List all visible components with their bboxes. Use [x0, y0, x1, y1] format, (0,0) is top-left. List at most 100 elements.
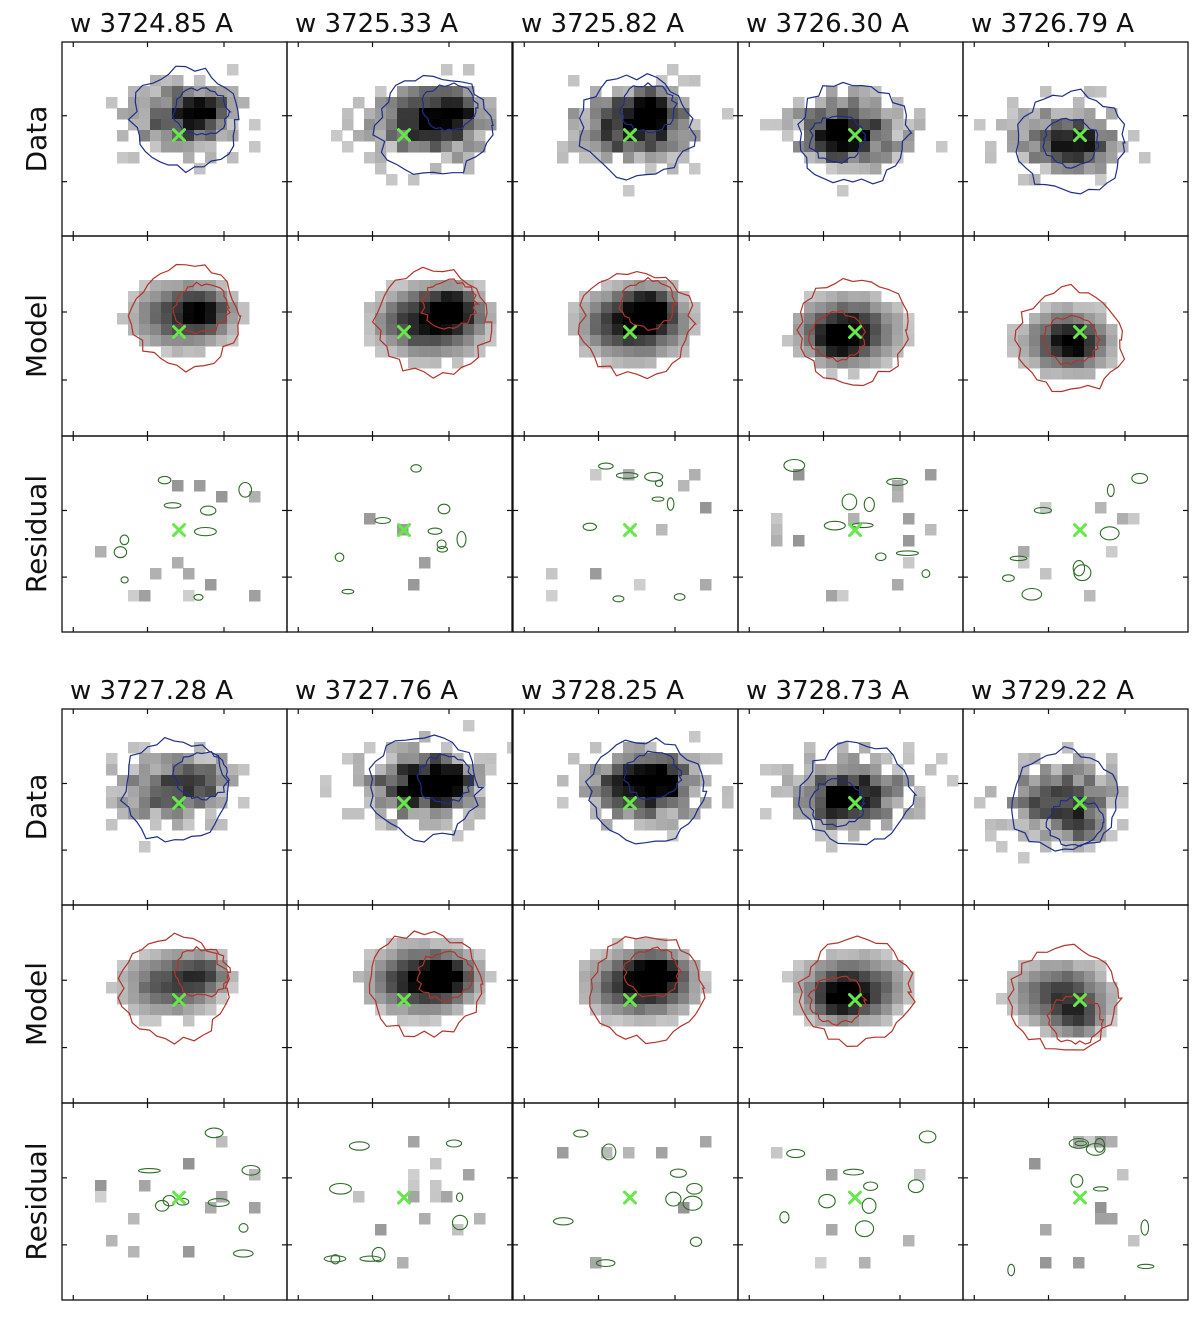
pixel — [150, 775, 162, 787]
pixel — [1018, 775, 1030, 787]
pixel — [1084, 753, 1096, 765]
pixel — [1084, 819, 1096, 831]
pixel — [804, 324, 816, 336]
pixel — [227, 335, 239, 347]
pixel — [870, 141, 882, 153]
pixel — [667, 324, 679, 336]
pixel — [1018, 141, 1030, 153]
pixel — [689, 313, 701, 325]
pixel — [430, 346, 442, 358]
pixel — [947, 775, 959, 787]
pixel — [1062, 119, 1074, 131]
pixel — [623, 97, 635, 109]
pixel — [161, 960, 173, 972]
pixel — [579, 313, 591, 325]
pixel — [452, 830, 464, 842]
center-marker — [848, 1190, 862, 1205]
pixel — [892, 130, 904, 142]
data-contour-inner — [618, 82, 678, 134]
pixel — [568, 119, 580, 131]
pixel — [859, 775, 871, 787]
pixel — [1095, 982, 1107, 994]
pixel — [408, 97, 420, 109]
pixel — [848, 313, 860, 325]
pixel — [172, 786, 184, 798]
pixel — [227, 119, 239, 131]
pixel — [419, 557, 431, 569]
pixel — [1051, 313, 1063, 325]
pixel — [612, 291, 624, 303]
residual-contour — [612, 595, 625, 603]
pixel — [139, 119, 151, 131]
pixel — [139, 313, 151, 325]
pixel — [441, 86, 453, 98]
pixel — [1095, 775, 1107, 787]
pixel — [1040, 313, 1052, 325]
pixel — [656, 786, 668, 798]
pixel — [1128, 513, 1140, 525]
pixel — [463, 346, 475, 358]
pixel — [216, 280, 228, 292]
pixel — [903, 535, 915, 547]
pixel — [463, 313, 475, 325]
pixel — [837, 130, 849, 142]
pixel — [848, 764, 860, 776]
pixel — [441, 949, 453, 961]
pixel — [881, 819, 893, 831]
pixel — [1051, 163, 1063, 175]
pixel — [150, 949, 162, 961]
pixel — [1040, 368, 1052, 380]
pixel — [364, 302, 376, 314]
pixel — [161, 97, 173, 109]
pixel — [837, 97, 849, 109]
pixel — [656, 302, 668, 314]
pixel — [892, 346, 904, 358]
model-contour-inner — [1046, 993, 1105, 1045]
pixel — [826, 302, 838, 314]
pixel — [914, 797, 926, 809]
pixel — [474, 1213, 486, 1225]
pixel — [1018, 852, 1030, 864]
pixel — [722, 108, 734, 120]
pixel — [826, 346, 838, 358]
pixel — [128, 775, 140, 787]
pixel — [623, 949, 635, 961]
pixel — [1029, 993, 1041, 1005]
pixel — [804, 1004, 816, 1016]
pixel — [408, 119, 420, 131]
pixel — [623, 1147, 635, 1159]
pixel — [1084, 841, 1096, 853]
pixel — [408, 742, 420, 754]
panel-frame — [286, 435, 513, 633]
pixel — [183, 993, 195, 1005]
pixel — [667, 949, 679, 961]
pixel — [667, 152, 679, 164]
pixel — [848, 108, 860, 120]
residual-contour — [241, 1164, 261, 1176]
pixel — [408, 753, 420, 765]
pixel — [826, 108, 838, 120]
pixel — [1040, 786, 1052, 798]
pixel — [623, 982, 635, 994]
pixel — [1040, 841, 1052, 853]
pixel — [183, 291, 195, 303]
pixel — [579, 775, 591, 787]
pixel — [452, 141, 464, 153]
pixel — [353, 753, 365, 765]
pixel — [1073, 335, 1085, 347]
pixel — [1062, 324, 1074, 336]
pixel — [1095, 993, 1107, 1005]
pixel — [579, 130, 591, 142]
residual-contour — [573, 1129, 589, 1138]
pixel — [782, 119, 794, 131]
pixel — [474, 130, 486, 142]
pixel — [150, 302, 162, 314]
pixel — [1084, 797, 1096, 809]
pixel — [463, 949, 475, 961]
pixel — [194, 141, 206, 153]
pixel — [364, 324, 376, 336]
pixel — [408, 764, 420, 776]
pixel — [826, 993, 838, 1005]
center-marker — [172, 128, 186, 143]
pixel — [353, 97, 365, 109]
